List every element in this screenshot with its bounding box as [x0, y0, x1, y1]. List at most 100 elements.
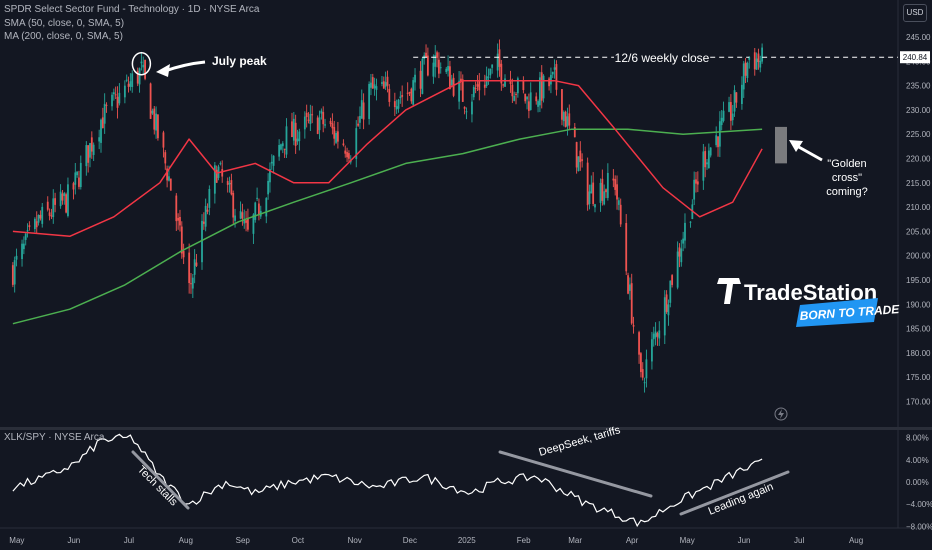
candle-body [535, 96, 538, 102]
candle-body [680, 248, 683, 263]
candle-body [226, 181, 229, 185]
candle-body [496, 53, 499, 71]
price-tick-label: 195.00 [906, 276, 931, 285]
candle-body [359, 116, 361, 123]
golden-cross-label: coming? [826, 186, 868, 198]
candle-body [616, 184, 618, 200]
candle-body [100, 119, 102, 143]
candle-body [746, 62, 749, 78]
candle-body [706, 162, 708, 165]
candle-body [309, 113, 312, 124]
candle-body [575, 142, 578, 168]
golden-cross-arrowhead [789, 140, 803, 152]
candle-body [419, 70, 422, 89]
candle-body [645, 359, 648, 379]
candle-body [373, 84, 376, 89]
candle-body [28, 225, 31, 228]
candle-body [59, 191, 62, 207]
candle-body [270, 161, 273, 164]
candle-body [471, 101, 473, 115]
candle-body [292, 118, 295, 141]
candle-body [684, 222, 686, 241]
time-tick-label: Feb [517, 536, 531, 545]
candle-body [590, 184, 593, 194]
lightning-icon [774, 407, 788, 421]
sma200-legend: MA (200, close, 0, SMA, 5) [4, 31, 123, 42]
golden-cross-label: "Golden [827, 158, 866, 170]
candle-body [381, 82, 383, 84]
candle-body [239, 211, 242, 219]
candle-body [432, 62, 435, 77]
candle-body [472, 86, 475, 98]
candle-body [524, 93, 527, 102]
candle-body [527, 101, 530, 111]
currency-button[interactable]: USD [903, 4, 927, 22]
candle-body [247, 217, 249, 230]
ratio-tick-label: −4.00% [906, 500, 932, 509]
chart-title: SPDR Select Sector Fund - Technology · 1… [4, 4, 260, 15]
candle-body [318, 117, 321, 131]
ratio-line [12, 433, 763, 528]
candle-body [722, 110, 725, 121]
candle-body [303, 116, 306, 130]
candle-body [384, 82, 387, 87]
candle-body [291, 121, 293, 138]
july-peak-arrowhead [156, 64, 170, 77]
candle-body [298, 131, 301, 142]
candle-body [169, 178, 172, 191]
candle-body [509, 79, 512, 85]
candle-body [669, 280, 672, 303]
candle-body [663, 297, 666, 336]
price-tick-label: 220.00 [906, 155, 931, 164]
candle-body [761, 47, 764, 62]
candle-body [718, 121, 721, 147]
candle-body [234, 215, 236, 221]
candle-body [103, 103, 106, 124]
candle-body [529, 92, 532, 110]
candle-body [342, 143, 345, 146]
candle-body [39, 214, 42, 219]
price-tick-label: 235.00 [906, 82, 931, 91]
candle-body [202, 221, 205, 224]
candle-body [551, 71, 554, 75]
candle-body [757, 53, 760, 63]
candle-body [707, 150, 710, 169]
candle-body [744, 62, 747, 76]
brand-tagline-bg [796, 298, 878, 327]
candle-body [360, 100, 363, 119]
candle-body [157, 114, 159, 139]
candle-body [215, 169, 218, 183]
candle-body [588, 191, 591, 205]
candle-body [651, 339, 653, 362]
candle-body [564, 111, 567, 128]
candle-body [748, 57, 751, 60]
candle-body [641, 369, 644, 378]
candle-body [627, 275, 629, 294]
candle-body [131, 73, 134, 87]
candle-body [140, 61, 143, 64]
candle-body [568, 113, 571, 126]
ratio-tick-label: −8.00% [906, 522, 932, 531]
candle-body [643, 382, 646, 384]
candle-body [316, 117, 319, 134]
candle-body [487, 76, 490, 78]
sma50-legend: SMA (50, close, 0, SMA, 5) [4, 18, 125, 29]
candle-body [153, 108, 156, 130]
candle-body [336, 131, 339, 142]
candle-body [735, 92, 738, 103]
candle-body [702, 151, 705, 181]
candle-body [230, 180, 233, 195]
candle-body [41, 206, 44, 224]
candle-body [594, 204, 596, 208]
candle-body [168, 176, 170, 181]
candle-body [245, 220, 247, 223]
candle-body [729, 102, 732, 121]
july-peak-arrow [164, 60, 206, 73]
time-tick-label: Jun [738, 536, 751, 545]
candle-body [601, 178, 604, 201]
candle-body [346, 152, 348, 158]
candle-body [294, 122, 297, 146]
leading-again-line [679, 470, 790, 516]
candle-body [439, 67, 442, 69]
